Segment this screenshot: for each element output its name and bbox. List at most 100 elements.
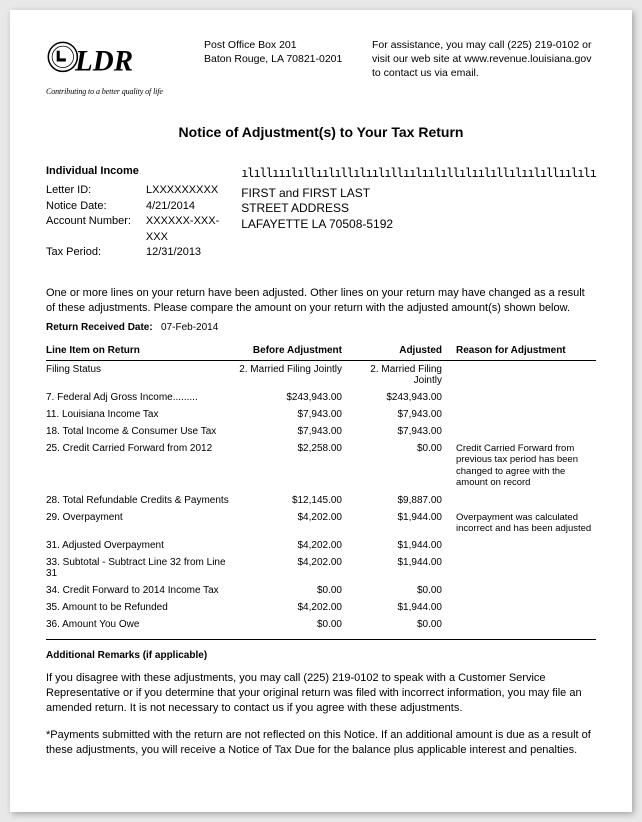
info-row: Individual Income Letter ID: LXXXXXXXXX … (46, 164, 596, 260)
cell-line-item: 11. Louisiana Income Tax (46, 406, 236, 423)
logo-block: LDR Contributing to a better quality of … (46, 38, 186, 96)
table-row: 36. Amount You Owe$0.00$0.00 (46, 616, 596, 633)
section-heading: Individual Income (46, 164, 241, 179)
postal-barcode: ılıllııılıllıılıllılıılıllıılıılıllılııl… (241, 166, 596, 182)
cell-before: $2,258.00 (236, 440, 346, 492)
cell-reason (446, 582, 596, 599)
cell-reason (446, 616, 596, 633)
return-received: Return Received Date: 07-Feb-2014 (46, 322, 596, 333)
table-header-row: Line Item on Return Before Adjustment Ad… (46, 341, 596, 361)
cell-reason (446, 537, 596, 554)
account-number-value: XXXXXX-XXX-XXX (146, 214, 241, 245)
return-received-label: Return Received Date: (46, 322, 153, 333)
cell-adjusted: $1,944.00 (346, 554, 446, 582)
mailing-address: ılıllııılıllıılıllılıılıllıılıılıllılııl… (241, 164, 596, 260)
svg-text:LDR: LDR (74, 46, 133, 78)
account-number-label: Account Number: (46, 214, 146, 245)
remarks-para-1: If you disagree with these adjustments, … (46, 671, 596, 716)
cell-adjusted: $1,944.00 (346, 509, 446, 538)
account-number-row: Account Number: XXXXXX-XXX-XXX (46, 214, 241, 245)
table-row: 33. Subtotal - Subtract Line 32 from Lin… (46, 554, 596, 582)
col-before: Before Adjustment (236, 341, 346, 361)
cell-before: $12,145.00 (236, 492, 346, 509)
cell-line-item: Filing Status (46, 361, 236, 390)
cell-adjusted: $1,944.00 (346, 599, 446, 616)
table-row: 11. Louisiana Income Tax$7,943.00$7,943.… (46, 406, 596, 423)
ldr-logo-icon: LDR (46, 38, 176, 88)
cell-before: $4,202.00 (236, 599, 346, 616)
recipient-city: LAFAYETTE LA 70508-5192 (241, 217, 596, 233)
header: LDR Contributing to a better quality of … (46, 38, 596, 96)
return-address-line2: Baton Rouge, LA 70821-0201 (204, 52, 354, 66)
cell-line-item: 33. Subtotal - Subtract Line 32 from Lin… (46, 554, 236, 582)
cell-before: $7,943.00 (236, 423, 346, 440)
cell-before: $4,202.00 (236, 554, 346, 582)
cell-before: $4,202.00 (236, 509, 346, 538)
cell-before: $243,943.00 (236, 389, 346, 406)
cell-reason: Overpayment was calculated incorrect and… (446, 509, 596, 538)
cell-before: $0.00 (236, 616, 346, 633)
cell-line-item: 36. Amount You Owe (46, 616, 236, 633)
cell-reason (446, 423, 596, 440)
cell-adjusted: $1,944.00 (346, 537, 446, 554)
tax-period-value: 12/31/2013 (146, 245, 201, 260)
cell-reason (446, 406, 596, 423)
cell-line-item: 34. Credit Forward to 2014 Income Tax (46, 582, 236, 599)
remarks-para-2: *Payments submitted with the return are … (46, 728, 596, 758)
cell-before: $0.00 (236, 582, 346, 599)
cell-adjusted: $243,943.00 (346, 389, 446, 406)
recipient-info: Individual Income Letter ID: LXXXXXXXXX … (46, 164, 241, 260)
cell-adjusted: $7,943.00 (346, 406, 446, 423)
recipient-name: FIRST and FIRST LAST (241, 186, 596, 202)
col-adjusted: Adjusted (346, 341, 446, 361)
table-row: Filing Status2. Married Filing Jointly2.… (46, 361, 596, 390)
cell-line-item: 31. Adjusted Overpayment (46, 537, 236, 554)
table-row: 7. Federal Adj Gross Income.........$243… (46, 389, 596, 406)
letter-id-row: Letter ID: LXXXXXXXXX (46, 183, 241, 198)
cell-line-item: 35. Amount to be Refunded (46, 599, 236, 616)
table-row: 25. Credit Carried Forward from 2012$2,2… (46, 440, 596, 492)
cell-adjusted: $9,887.00 (346, 492, 446, 509)
tax-period-label: Tax Period: (46, 245, 146, 260)
cell-reason (446, 492, 596, 509)
cell-adjusted: $0.00 (346, 582, 446, 599)
cell-reason: Credit Carried Forward from previous tax… (446, 440, 596, 492)
col-reason: Reason for Adjustment (446, 341, 596, 361)
return-address-line1: Post Office Box 201 (204, 38, 354, 52)
table-row: 18. Total Income & Consumer Use Tax$7,94… (46, 423, 596, 440)
table-row: 35. Amount to be Refunded$4,202.00$1,944… (46, 599, 596, 616)
cell-reason (446, 361, 596, 390)
intro-paragraph: One or more lines on your return have be… (46, 286, 596, 316)
remarks-body: If you disagree with these adjustments, … (46, 671, 596, 757)
document-page: LDR Contributing to a better quality of … (10, 10, 632, 812)
notice-date-row: Notice Date: 4/21/2014 (46, 199, 241, 214)
letter-id-label: Letter ID: (46, 183, 146, 198)
assistance-text: For assistance, you may call (225) 219-0… (372, 38, 596, 81)
letter-id-value: LXXXXXXXXX (146, 183, 218, 198)
cell-line-item: 28. Total Refundable Credits & Payments (46, 492, 236, 509)
cell-adjusted: $0.00 (346, 616, 446, 633)
return-address: Post Office Box 201 Baton Rouge, LA 7082… (204, 38, 354, 66)
cell-line-item: 29. Overpayment (46, 509, 236, 538)
table-row: 28. Total Refundable Credits & Payments$… (46, 492, 596, 509)
logo-tagline: Contributing to a better quality of life (46, 87, 186, 96)
cell-before: $4,202.00 (236, 537, 346, 554)
separator-rule (46, 639, 596, 640)
cell-adjusted: $0.00 (346, 440, 446, 492)
adjustments-table: Line Item on Return Before Adjustment Ad… (46, 341, 596, 633)
tax-period-row: Tax Period: 12/31/2013 (46, 245, 241, 260)
cell-reason (446, 554, 596, 582)
notice-date-value: 4/21/2014 (146, 199, 195, 214)
table-row: 29. Overpayment$4,202.00$1,944.00Overpay… (46, 509, 596, 538)
table-row: 34. Credit Forward to 2014 Income Tax$0.… (46, 582, 596, 599)
cell-reason (446, 599, 596, 616)
table-row: 31. Adjusted Overpayment$4,202.00$1,944.… (46, 537, 596, 554)
cell-before: 2. Married Filing Jointly (236, 361, 346, 390)
cell-line-item: 18. Total Income & Consumer Use Tax (46, 423, 236, 440)
cell-line-item: 7. Federal Adj Gross Income......... (46, 389, 236, 406)
cell-line-item: 25. Credit Carried Forward from 2012 (46, 440, 236, 492)
notice-date-label: Notice Date: (46, 199, 146, 214)
cell-adjusted: 2. Married Filing Jointly (346, 361, 446, 390)
recipient-street: STREET ADDRESS (241, 201, 596, 217)
remarks-heading: Additional Remarks (if applicable) (46, 650, 596, 661)
